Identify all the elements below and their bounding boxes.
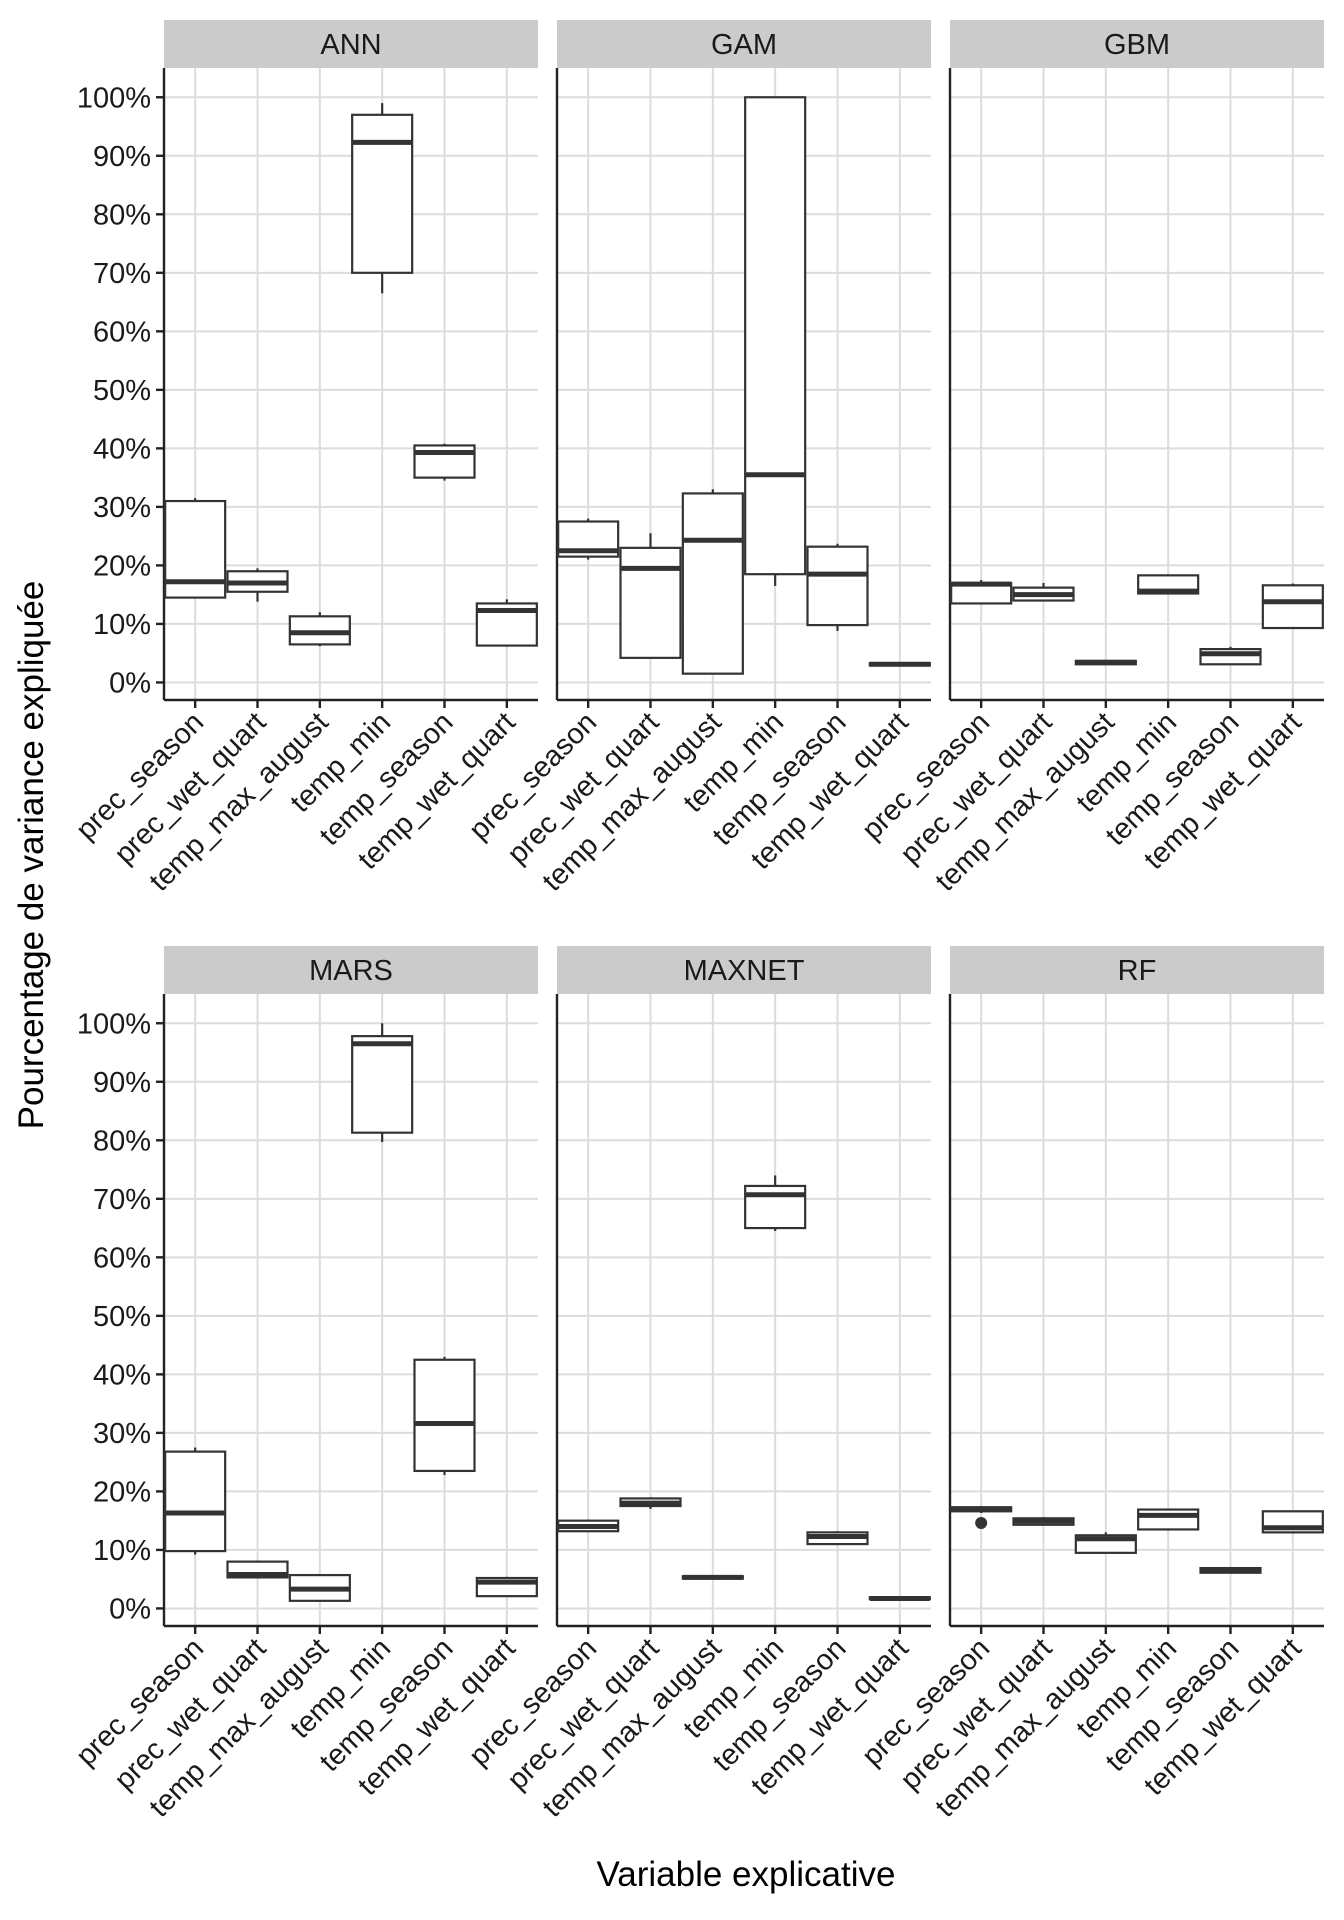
facet-strip: [557, 20, 931, 68]
facet-strip: [950, 946, 1324, 994]
boxplot-temp-wet-quart: [1261, 1510, 1324, 1534]
boxplot-prec-season: [164, 1447, 227, 1555]
y-tick-label: 70%: [93, 1184, 151, 1216]
facet-strip: [164, 20, 538, 68]
boxplot-temp-wet-quart: [475, 1576, 538, 1598]
y-axis-title: Pourcentage de variance expliquée: [12, 581, 51, 1130]
boxplot-temp-min: [351, 103, 414, 294]
y-tick-label: 10%: [93, 1535, 151, 1567]
boxplot-prec-wet-quart: [1012, 1517, 1075, 1526]
iqr-box: [164, 1450, 227, 1553]
boxplot-temp-wet-quart: [868, 661, 931, 667]
boxplot-temp-max-august: [288, 612, 351, 647]
facet-panel-ann: ANN0%10%20%30%40%50%60%70%80%90%100%prec…: [70, 20, 538, 898]
y-tick-label: 40%: [93, 433, 151, 465]
iqr-box: [351, 113, 414, 274]
y-tick-label: 20%: [93, 1476, 151, 1508]
iqr-box: [744, 96, 807, 576]
iqr-box: [1137, 1508, 1200, 1531]
facet-panel-mars: MARS0%10%20%30%40%50%60%70%80%90%100%pre…: [70, 946, 538, 1824]
facet-strip: [950, 20, 1324, 68]
facet-panels: ANN0%10%20%30%40%50%60%70%80%90%100%prec…: [70, 20, 1324, 1824]
boxplot-prec-wet-quart: [226, 568, 289, 602]
iqr-box: [619, 546, 682, 659]
boxplot-temp-season: [1199, 646, 1262, 666]
boxplot-prec-season: [164, 498, 227, 599]
y-tick-label: 80%: [93, 1125, 151, 1157]
boxplot-temp-max-august: [681, 1574, 744, 1580]
iqr-box: [1261, 584, 1324, 630]
y-tick-label: 40%: [93, 1359, 151, 1391]
boxplot-temp-max-august: [1074, 659, 1137, 666]
boxplot-temp-max-august: [681, 489, 744, 675]
boxplot-temp-max-august: [1074, 1532, 1137, 1554]
y-tick-label: 60%: [93, 1242, 151, 1274]
y-tick-label: 20%: [93, 550, 151, 582]
boxplot-temp-min: [1137, 1508, 1200, 1531]
boxplot-temp-season: [806, 1531, 869, 1546]
boxplot-prec-wet-quart: [1012, 582, 1075, 602]
boxplot-prec-wet-quart: [619, 1497, 682, 1509]
boxplot-temp-season: [413, 1356, 476, 1476]
iqr-box: [351, 1035, 414, 1134]
boxplot-prec-season: [557, 1519, 620, 1533]
iqr-box: [681, 492, 744, 675]
facet-panel-gbm: GBMprec_seasonprec_wet_quarttemp_max_aug…: [856, 20, 1324, 898]
facet-strip: [164, 946, 538, 994]
facet-panel-maxnet: MAXNETprec_seasonprec_wet_quarttemp_max_…: [463, 946, 931, 1824]
boxplot-prec-wet-quart: [226, 1560, 289, 1579]
x-axis-title: Variable explicative: [597, 1855, 896, 1894]
facet-strip-title: ANN: [320, 29, 381, 61]
boxplot-prec-season: [557, 518, 620, 560]
boxplot-temp-min: [744, 96, 807, 586]
y-tick-label: 90%: [93, 141, 151, 173]
boxplot-temp-wet-quart: [475, 599, 538, 647]
boxplot-temp-min: [351, 1023, 414, 1143]
y-tick-label: 100%: [77, 1008, 151, 1040]
facet-strip-title: GBM: [1104, 29, 1170, 61]
facet-panel-gam: GAMprec_seasonprec_wet_quarttemp_max_aug…: [463, 20, 931, 898]
facet-strip: [557, 946, 931, 994]
iqr-box: [413, 1358, 476, 1473]
y-tick-label: 30%: [93, 1418, 151, 1450]
boxplot-temp-season: [806, 543, 869, 631]
boxplot-temp-season: [1199, 1566, 1262, 1574]
boxplot-temp-min: [744, 1175, 807, 1231]
facet-strip-title: GAM: [711, 29, 777, 61]
iqr-box: [806, 545, 869, 627]
y-tick-label: 60%: [93, 316, 151, 348]
y-tick-label: 30%: [93, 492, 151, 524]
boxplot-temp-wet-quart: [1261, 583, 1324, 630]
facet-strip-title: MAXNET: [684, 955, 805, 987]
y-tick-label: 70%: [93, 258, 151, 290]
facet-panel-rf: RFprec_seasonprec_wet_quarttemp_max_augu…: [856, 946, 1324, 1824]
facet-strip-title: RF: [1118, 955, 1157, 987]
y-tick-label: 50%: [93, 375, 151, 407]
y-tick-label: 90%: [93, 1067, 151, 1099]
y-tick-label: 0%: [109, 667, 151, 699]
y-tick-label: 50%: [93, 1301, 151, 1333]
outlier-point: [975, 1517, 988, 1530]
boxplot-temp-max-august: [288, 1573, 351, 1602]
y-tick-label: 80%: [93, 199, 151, 231]
boxplot-temp-wet-quart: [868, 1595, 931, 1601]
boxplot-temp-min: [1137, 574, 1200, 595]
y-tick-label: 10%: [93, 609, 151, 641]
boxplot-prec-wet-quart: [619, 533, 682, 659]
y-tick-label: 0%: [109, 1593, 151, 1625]
boxplot-temp-season: [413, 443, 476, 481]
facet-strip-title: MARS: [309, 955, 393, 987]
boxplot-prec-season: [950, 1506, 1013, 1530]
boxplot-prec-season: [950, 580, 1013, 605]
y-tick-label: 100%: [77, 82, 151, 114]
